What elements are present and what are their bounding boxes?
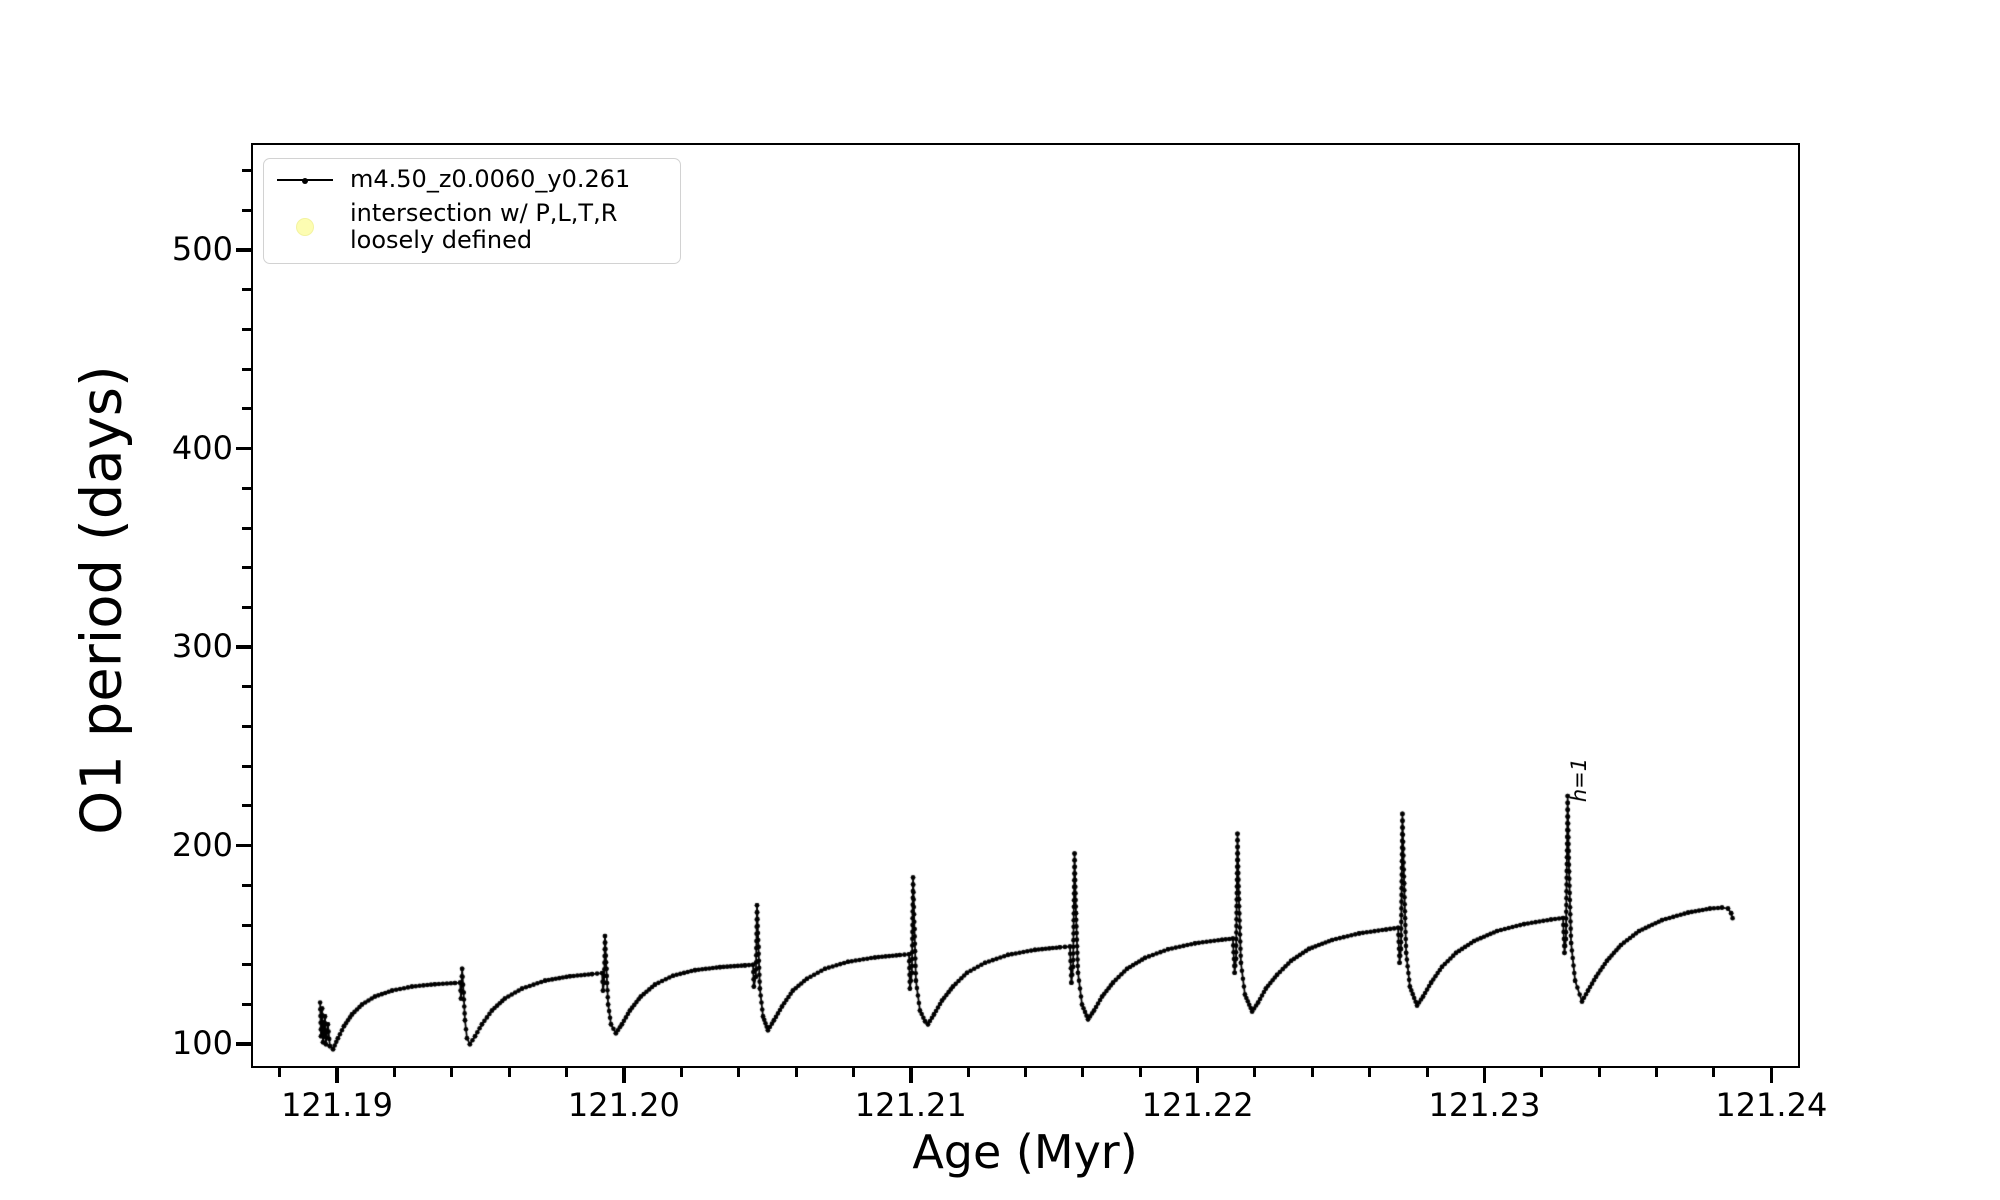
legend-label-intersection-line1: intersection w/ P,L,T,R bbox=[350, 199, 618, 227]
x-minor-tick bbox=[794, 1068, 798, 1077]
x-minor-tick bbox=[966, 1068, 970, 1077]
x-axis-label: Age (Myr) bbox=[912, 1125, 1138, 1179]
x-major-tick bbox=[1195, 1068, 1200, 1083]
y-minor-tick bbox=[242, 526, 251, 530]
yellow-circle-icon bbox=[274, 218, 336, 236]
y-minor-tick bbox=[242, 367, 251, 371]
y-major-tick bbox=[236, 248, 251, 252]
y-minor-tick bbox=[242, 804, 251, 808]
y-minor-tick bbox=[242, 605, 251, 609]
x-major-tick bbox=[622, 1068, 626, 1083]
x-minor-tick bbox=[1540, 1068, 1544, 1077]
x-major-tick bbox=[909, 1068, 913, 1083]
y-major-tick bbox=[236, 1042, 251, 1046]
x-minor-tick bbox=[1138, 1068, 1142, 1077]
y-tick-label: 200 bbox=[171, 825, 233, 864]
y-major-tick bbox=[236, 446, 251, 451]
y-minor-tick bbox=[242, 764, 251, 768]
y-minor-tick bbox=[242, 923, 251, 927]
y-major-tick bbox=[236, 645, 251, 649]
x-minor-tick bbox=[1310, 1068, 1314, 1077]
annotation-h1: h=1 bbox=[1567, 757, 1592, 803]
x-major-tick bbox=[335, 1068, 339, 1083]
x-minor-tick bbox=[450, 1068, 454, 1077]
x-minor-tick bbox=[851, 1068, 855, 1077]
y-minor-tick bbox=[242, 1002, 251, 1006]
y-minor-tick bbox=[242, 486, 251, 490]
x-minor-tick bbox=[679, 1068, 683, 1077]
y-minor-tick bbox=[242, 685, 251, 689]
legend-label-track: m4.50_z0.0060_y0.261 bbox=[350, 165, 631, 193]
legend-label-intersection-line2: loosely defined bbox=[350, 226, 533, 254]
x-major-tick bbox=[1769, 1068, 1774, 1083]
legend: m4.50_z0.0060_y0.261 intersection w/ P,L… bbox=[263, 158, 681, 264]
y-minor-tick bbox=[242, 725, 251, 729]
y-minor-tick bbox=[242, 288, 251, 292]
x-tick-label: 121.22 bbox=[1141, 1086, 1254, 1124]
x-tick-label: 121.24 bbox=[1715, 1086, 1828, 1124]
x-minor-tick bbox=[1081, 1068, 1085, 1077]
x-minor-tick bbox=[1597, 1068, 1601, 1077]
legend-entry-intersection: intersection w/ P,L,T,R loosely defined bbox=[274, 200, 668, 254]
legend-label-intersection: intersection w/ P,L,T,R loosely defined bbox=[350, 200, 617, 254]
y-minor-tick bbox=[242, 169, 251, 173]
legend-entry-track: m4.50_z0.0060_y0.261 bbox=[274, 166, 668, 193]
x-minor-tick bbox=[278, 1068, 282, 1077]
y-tick-label: 300 bbox=[171, 627, 233, 666]
x-minor-tick bbox=[1655, 1068, 1659, 1077]
x-minor-tick bbox=[737, 1068, 741, 1077]
x-minor-tick bbox=[1253, 1068, 1257, 1077]
x-tick-label: 121.21 bbox=[854, 1086, 967, 1124]
y-minor-tick bbox=[242, 407, 251, 411]
y-tick-label: 100 bbox=[171, 1024, 233, 1063]
y-tick-label: 500 bbox=[171, 230, 233, 269]
y-axis-label: O1 period (days) bbox=[69, 365, 135, 835]
x-tick-label: 121.23 bbox=[1428, 1086, 1541, 1124]
x-minor-tick bbox=[565, 1068, 569, 1077]
x-tick-label: 121.20 bbox=[567, 1086, 680, 1124]
x-tick-label: 121.19 bbox=[281, 1086, 394, 1124]
x-minor-tick bbox=[392, 1068, 396, 1077]
line-with-dot-icon bbox=[274, 177, 336, 184]
x-minor-tick bbox=[1024, 1068, 1027, 1077]
y-tick-label: 400 bbox=[171, 428, 233, 467]
x-minor-tick bbox=[1425, 1068, 1429, 1077]
x-major-tick bbox=[1482, 1068, 1487, 1083]
y-minor-tick bbox=[242, 208, 251, 212]
x-minor-tick bbox=[1712, 1068, 1716, 1077]
y-minor-tick bbox=[242, 328, 251, 332]
y-major-tick bbox=[236, 843, 251, 848]
x-minor-tick bbox=[1368, 1068, 1372, 1077]
x-minor-tick bbox=[507, 1068, 511, 1077]
y-minor-tick bbox=[242, 963, 251, 967]
y-minor-tick bbox=[242, 883, 251, 887]
y-minor-tick bbox=[242, 566, 251, 570]
